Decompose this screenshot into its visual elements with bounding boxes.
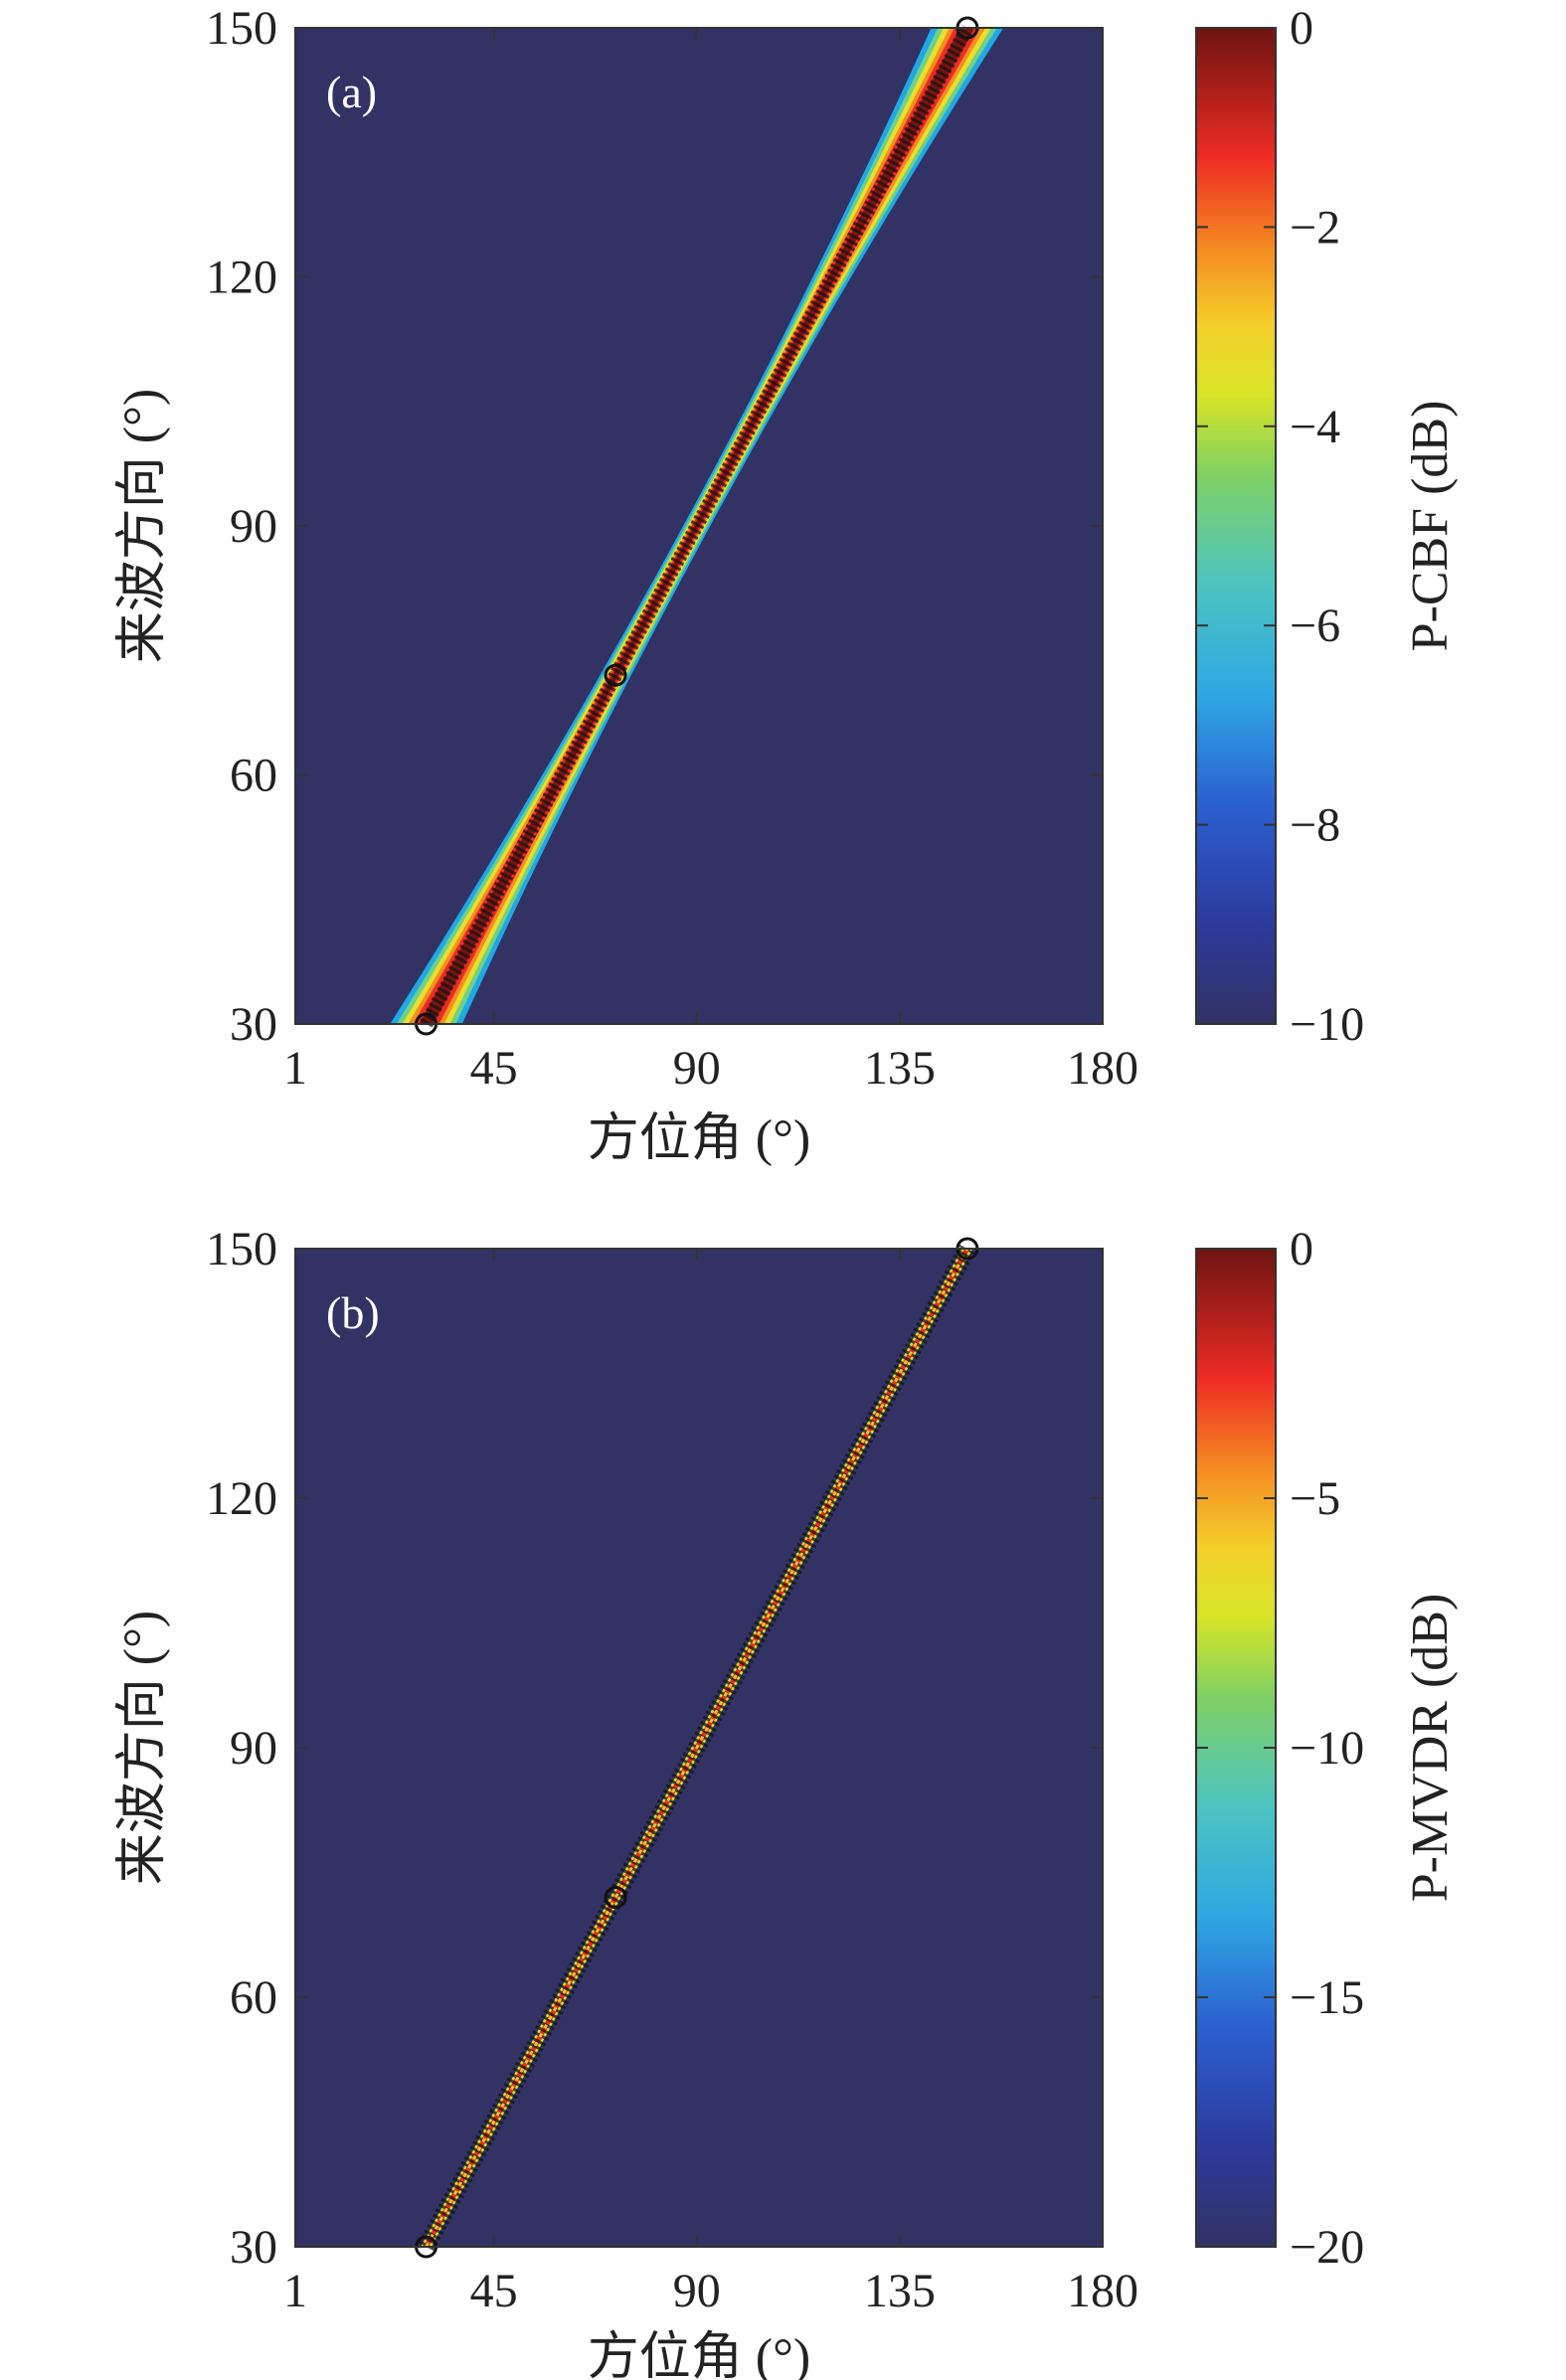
ridge-core [425,1248,969,2248]
x-tick-label: 45 [470,2265,518,2317]
colorbar-tick-label: 0 [1290,2,1313,55]
peak-marker [604,1886,627,1910]
colorbar-tick-label: −15 [1290,1971,1364,2024]
x-axis-label: 方位角 (°) [588,2329,810,2380]
colorbar-tick-label: −6 [1290,599,1340,652]
y-axis-ticks: 30 60 90 120 150 [206,1223,1103,2274]
colorbar-ticks: 0 −5 −10 −15 −20 [1196,1223,1364,2274]
x-tick-label: 180 [1067,2265,1138,2317]
chart-panel-b: 1 45 90 135 180 30 60 90 120 150 (b) 方位角 (°) 来波方… [114,1223,1459,2380]
colorbar-tick-label: −2 [1290,201,1340,254]
y-tick-label: 150 [206,1223,277,1275]
x-tick-label: 1 [283,2265,307,2317]
chart-panel-a: 1 45 90 135 180 30 60 90 120 150 (a) 方位角 (°) 来波方… [114,2,1459,1167]
y-tick-label: 120 [206,1472,277,1525]
x-tick-label: 135 [864,2265,936,2317]
y-tick-label: 150 [206,2,277,55]
ridge-layer [415,1237,979,2259]
colorbar-tick-label: −10 [1290,1722,1364,1775]
y-tick-label: 30 [230,2221,277,2274]
colorbar-tick-label: −20 [1290,2221,1364,2274]
x-axis-ticks: 1 45 90 135 180 [283,1249,1138,2317]
colorbar-tick-label: 0 [1290,1223,1313,1275]
colorbar-tick-label: −5 [1290,1472,1340,1525]
x-tick-label: 45 [470,1042,518,1095]
y-tick-label: 30 [230,998,277,1051]
y-tick-label: 90 [230,1722,277,1775]
colorbar-tick-label: −10 [1290,998,1364,1051]
colorbar-ticks: 0 −2 −4 −6 −8 −10 [1196,2,1364,1051]
colorbar [1195,1248,1277,2248]
y-tick-label: 120 [206,252,277,304]
y-tick-label: 60 [230,750,277,802]
x-axis-ticks: 1 45 90 135 180 [283,28,1138,1095]
x-tick-label: 90 [673,2265,721,2317]
colorbar-tick-label: −4 [1290,401,1340,453]
y-axis-ticks: 30 60 90 120 150 [206,2,1103,1051]
x-tick-label: 90 [673,1042,721,1095]
peak-marker [604,663,627,687]
panel-label: (b) [326,1287,380,1338]
x-tick-label: 180 [1067,1042,1138,1095]
colorbar [1195,27,1277,1025]
x-axis-label: 方位角 (°) [588,1110,810,1167]
colorbar-label: P-CBF (dB) [1402,401,1459,652]
y-axis-label: 来波方向 (°) [114,389,171,663]
colorbar-label: P-MVDR (dB) [1402,1594,1459,1903]
x-tick-label: 135 [864,1042,936,1095]
y-tick-label: 90 [230,500,277,553]
y-tick-label: 60 [230,1971,277,2024]
x-tick-label: 1 [283,1042,307,1095]
panel-label: (a) [326,67,377,117]
colorbar-tick-label: −8 [1290,799,1340,852]
peak-marker-trail [420,24,974,1028]
y-axis-label: 来波方向 (°) [114,1611,171,1885]
ridge-layer [390,16,1004,1036]
